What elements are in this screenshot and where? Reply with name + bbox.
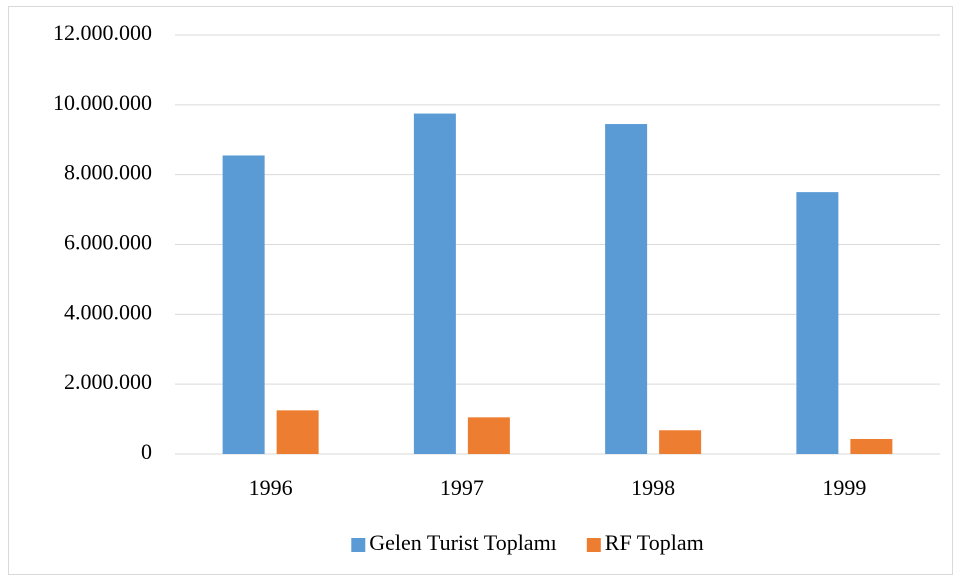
y-tick-label: 2.000.000 — [64, 369, 152, 394]
bar — [850, 438, 893, 454]
legend-label: Gelen Turist Toplamı — [369, 530, 557, 555]
legend-swatch — [351, 538, 366, 552]
legend-swatch — [586, 538, 601, 552]
x-tick-label: 1999 — [822, 475, 866, 500]
y-tick-label: 6.000.000 — [64, 230, 152, 255]
bar — [413, 113, 456, 454]
bar — [605, 124, 648, 454]
bar — [467, 417, 510, 454]
y-tick-label: 0 — [141, 439, 152, 464]
y-tick-label: 12.000.000 — [53, 20, 152, 45]
y-tick-label: 4.000.000 — [64, 299, 152, 324]
chart-frame — [8, 6, 953, 575]
bar — [222, 155, 265, 454]
x-tick-label: 1998 — [631, 475, 675, 500]
x-tick-label: 1997 — [440, 475, 484, 500]
x-tick-label: 1996 — [249, 475, 293, 500]
bar — [276, 410, 319, 454]
legend-label: RF Toplam — [605, 530, 704, 555]
bar — [659, 430, 702, 454]
y-tick-label: 8.000.000 — [64, 160, 152, 185]
y-tick-label: 10.000.000 — [53, 90, 152, 115]
bar — [796, 192, 839, 454]
